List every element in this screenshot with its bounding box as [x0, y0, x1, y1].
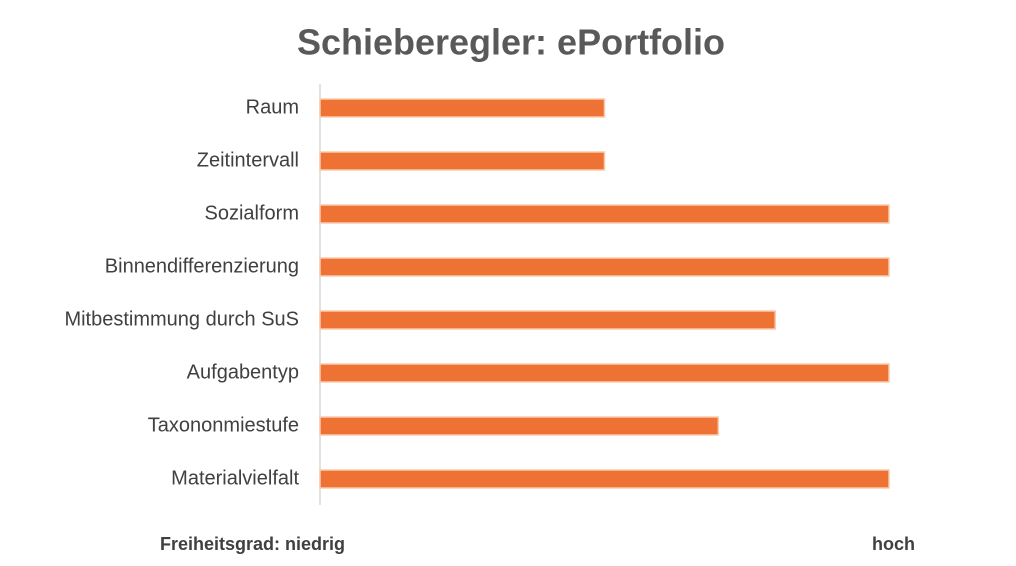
y-tick-label: Binnendifferenzierung: [105, 255, 299, 277]
annotation: Freiheitsgrad: niedrig: [160, 534, 345, 554]
y-tick-label: Sozialform: [205, 202, 299, 224]
bar: [319, 469, 890, 489]
chart-title: Schieberegler: ePortfolio: [297, 22, 725, 63]
annotation: hoch: [872, 534, 915, 554]
y-tick-label: Materialvielfalt: [171, 467, 299, 489]
y-tick-label: Taxononmiestufe: [148, 414, 299, 436]
bar: [319, 310, 776, 330]
bar: [319, 204, 890, 224]
bar: [319, 416, 720, 436]
bar: [319, 98, 606, 118]
bar: [319, 257, 890, 277]
y-tick-label: Raum: [246, 96, 299, 118]
bar: [319, 363, 890, 383]
y-tick-label: Aufgabentyp: [187, 361, 299, 383]
y-tick-label: Mitbestimmung durch SuS: [64, 308, 299, 330]
bar: [319, 151, 606, 171]
y-tick-label: Zeitintervall: [197, 149, 299, 171]
